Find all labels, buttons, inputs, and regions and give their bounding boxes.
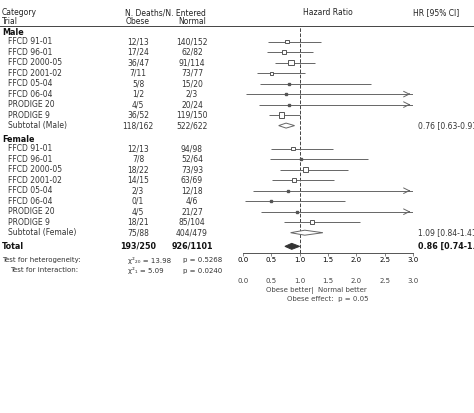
- Text: 1.5: 1.5: [322, 278, 334, 284]
- Text: Obese: Obese: [126, 17, 150, 26]
- Text: 15/20: 15/20: [181, 79, 203, 88]
- Text: p = 0.5268: p = 0.5268: [183, 257, 222, 263]
- Text: 4/5: 4/5: [132, 100, 144, 109]
- Text: FFCD 2001-02: FFCD 2001-02: [8, 69, 62, 78]
- Text: FFCD 2001-02: FFCD 2001-02: [8, 176, 62, 185]
- Text: 18/22: 18/22: [127, 165, 149, 174]
- Text: FFCD 91-01: FFCD 91-01: [8, 37, 52, 46]
- Text: Trial: Trial: [2, 17, 18, 26]
- Text: 14/15: 14/15: [127, 176, 149, 185]
- Text: Male: Male: [2, 28, 24, 37]
- Text: 4/5: 4/5: [132, 207, 144, 216]
- Text: FFCD 96-01: FFCD 96-01: [8, 155, 52, 164]
- Text: 12/18: 12/18: [181, 186, 203, 195]
- Text: Category: Category: [2, 8, 37, 17]
- Text: Test for heterogeneity:: Test for heterogeneity:: [2, 257, 81, 263]
- Text: Obese better|: Obese better|: [266, 287, 314, 294]
- Text: FFCD 05-04: FFCD 05-04: [8, 186, 53, 195]
- Text: Hazard Ratio: Hazard Ratio: [303, 8, 353, 17]
- Text: FFCD 05-04: FFCD 05-04: [8, 79, 53, 88]
- Bar: [291, 147, 295, 150]
- Text: 1.0: 1.0: [294, 278, 305, 284]
- Text: FFCD 06-04: FFCD 06-04: [8, 197, 53, 206]
- Text: FFCD 2000-05: FFCD 2000-05: [8, 165, 62, 174]
- Text: 1/2: 1/2: [132, 90, 144, 99]
- Bar: [303, 167, 308, 172]
- Text: 21/27: 21/27: [181, 207, 203, 216]
- Text: 3.0: 3.0: [407, 278, 419, 284]
- Text: Total: Total: [2, 242, 24, 251]
- Text: 94/98: 94/98: [181, 144, 203, 153]
- Text: 85/104: 85/104: [179, 218, 205, 227]
- Text: 2.0: 2.0: [351, 278, 362, 284]
- Polygon shape: [285, 243, 300, 249]
- Text: 0.86 [0.74-1.00]: 0.86 [0.74-1.00]: [418, 242, 474, 251]
- Text: N. Deaths/N. Entered: N. Deaths/N. Entered: [125, 8, 205, 17]
- Text: 52/64: 52/64: [181, 155, 203, 164]
- Text: 75/88: 75/88: [127, 228, 149, 237]
- Text: 17/24: 17/24: [127, 47, 149, 57]
- Bar: [279, 112, 284, 118]
- Text: 36/47: 36/47: [127, 58, 149, 67]
- Text: Subtotal (Female): Subtotal (Female): [8, 228, 76, 237]
- Text: 0.0: 0.0: [237, 278, 249, 284]
- Text: Obese effect:  p = 0.05: Obese effect: p = 0.05: [287, 296, 369, 302]
- Text: Subtotal (Male): Subtotal (Male): [8, 121, 67, 130]
- Text: HR [95% CI]: HR [95% CI]: [413, 8, 459, 17]
- Text: 1.09 [0.84-1.41]: 1.09 [0.84-1.41]: [418, 228, 474, 237]
- Text: FFCD 91-01: FFCD 91-01: [8, 144, 52, 153]
- Text: FFCD 2000-05: FFCD 2000-05: [8, 58, 62, 67]
- Text: 12/13: 12/13: [127, 37, 149, 46]
- Text: 2/3: 2/3: [186, 90, 198, 99]
- Text: 522/622: 522/622: [176, 121, 208, 130]
- Polygon shape: [291, 230, 323, 235]
- Text: Test for interaction:: Test for interaction:: [10, 268, 78, 273]
- Text: 91/114: 91/114: [179, 58, 205, 67]
- Text: χ²₂₀ = 13.98: χ²₂₀ = 13.98: [128, 256, 171, 263]
- Text: Female: Female: [2, 135, 35, 144]
- Text: 118/162: 118/162: [122, 121, 154, 130]
- Text: 119/150: 119/150: [176, 111, 208, 120]
- Text: 140/152: 140/152: [176, 37, 208, 46]
- Text: PRODIGE 9: PRODIGE 9: [8, 111, 50, 120]
- Text: 73/77: 73/77: [181, 69, 203, 78]
- Text: PRODIGE 20: PRODIGE 20: [8, 207, 55, 216]
- Bar: [310, 220, 314, 224]
- Text: 0/1: 0/1: [132, 197, 144, 206]
- Text: 4/6: 4/6: [186, 197, 198, 206]
- Text: 2/3: 2/3: [132, 186, 144, 195]
- Text: 20/24: 20/24: [181, 100, 203, 109]
- Text: 7/8: 7/8: [132, 155, 144, 164]
- Text: Normal better: Normal better: [318, 287, 367, 293]
- Bar: [270, 71, 273, 75]
- Text: FFCD 06-04: FFCD 06-04: [8, 90, 53, 99]
- Text: PRODIGE 9: PRODIGE 9: [8, 218, 50, 227]
- Text: 62/82: 62/82: [181, 47, 203, 57]
- Bar: [292, 178, 296, 182]
- Text: 63/69: 63/69: [181, 176, 203, 185]
- Text: χ²₁ = 5.09: χ²₁ = 5.09: [128, 267, 164, 274]
- Text: 2.5: 2.5: [379, 278, 390, 284]
- Polygon shape: [279, 123, 294, 128]
- Text: 12/13: 12/13: [127, 144, 149, 153]
- Text: 7/11: 7/11: [129, 69, 146, 78]
- Text: 404/479: 404/479: [176, 228, 208, 237]
- Text: 18/21: 18/21: [127, 218, 149, 227]
- Bar: [282, 50, 286, 54]
- Text: 0.76 [0.63-0.91]: 0.76 [0.63-0.91]: [418, 121, 474, 130]
- Text: Normal: Normal: [178, 17, 206, 26]
- Bar: [288, 60, 294, 65]
- Text: 5/8: 5/8: [132, 79, 144, 88]
- Text: p = 0.0240: p = 0.0240: [183, 268, 222, 273]
- Text: 193/250: 193/250: [120, 242, 156, 251]
- Text: PRODIGE 20: PRODIGE 20: [8, 100, 55, 109]
- Bar: [285, 40, 289, 43]
- Text: 73/93: 73/93: [181, 165, 203, 174]
- Text: FFCD 96-01: FFCD 96-01: [8, 47, 52, 57]
- Text: 36/52: 36/52: [127, 111, 149, 120]
- Text: 0.5: 0.5: [266, 278, 277, 284]
- Text: 926/1101: 926/1101: [171, 242, 213, 251]
